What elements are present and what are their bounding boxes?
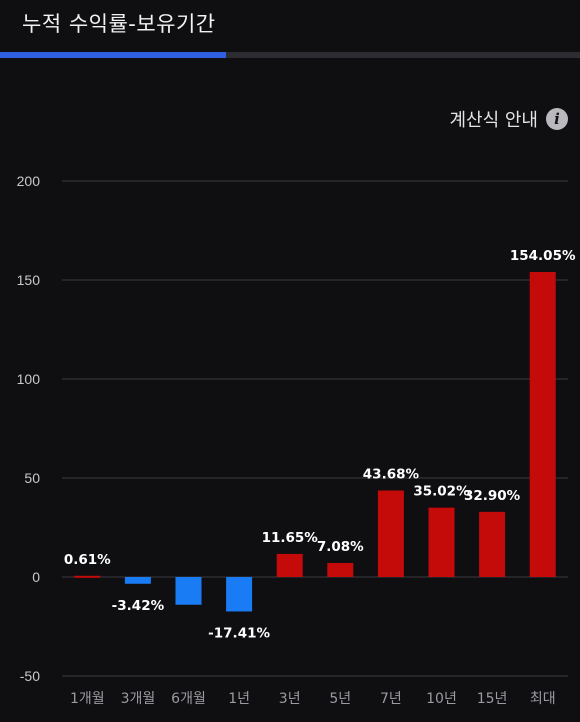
data-label: 43.68% [363, 467, 420, 483]
y-tick-label: 0 [32, 569, 40, 585]
bar [175, 577, 202, 605]
bar [276, 553, 303, 577]
x-tick-label: 1년 [228, 691, 250, 707]
data-label: 7.08% [317, 539, 364, 555]
bar [124, 577, 151, 584]
data-label: 0.61% [64, 552, 111, 568]
bar [529, 271, 556, 577]
bar [327, 562, 354, 577]
x-tick-label: 15년 [477, 691, 508, 707]
bar [479, 511, 506, 577]
x-tick-label: 6개월 [171, 691, 206, 707]
tab-indicator-track [0, 52, 580, 58]
x-tick-label: 5년 [329, 691, 351, 707]
bar [226, 577, 253, 612]
x-tick-label: 3년 [279, 691, 301, 707]
bar-chart: 200 150 100 50 0 -50 0.61% 1개월 -3.42% 3개월 6개월 -17.4… [17, 173, 576, 707]
data-label: 32.90% [464, 488, 521, 504]
y-tick-label: -50 [20, 668, 40, 684]
x-tick-label: 3개월 [121, 691, 156, 707]
data-label: 11.65% [262, 530, 319, 546]
x-tick-label: 7년 [380, 691, 402, 707]
data-label: 154.05% [510, 248, 576, 264]
y-tick-label: 150 [17, 272, 41, 288]
y-tick-label: 200 [17, 173, 41, 189]
y-tick-label: 100 [17, 371, 41, 387]
data-label: -3.42% [112, 598, 165, 614]
y-tick-label: 50 [24, 470, 40, 486]
x-tick-label: 최대 [530, 691, 556, 707]
bar [377, 490, 404, 577]
calc-guide-label: 계산식 안내 [449, 110, 538, 131]
x-tick-label: 10년 [426, 691, 457, 707]
info-icon[interactable]: i [546, 108, 568, 130]
bar [74, 575, 101, 578]
page-title: 누적 수익률-보유기간 [22, 12, 216, 36]
bar [428, 507, 455, 577]
header: 누적 수익률-보유기간 [0, 0, 580, 52]
data-label: -17.41% [208, 625, 270, 641]
calc-guide-button[interactable]: 계산식 안내 i [449, 106, 568, 132]
x-tick-label: 1개월 [70, 691, 105, 707]
tab-indicator-active[interactable] [0, 52, 227, 58]
data-label: 35.02% [413, 484, 470, 500]
